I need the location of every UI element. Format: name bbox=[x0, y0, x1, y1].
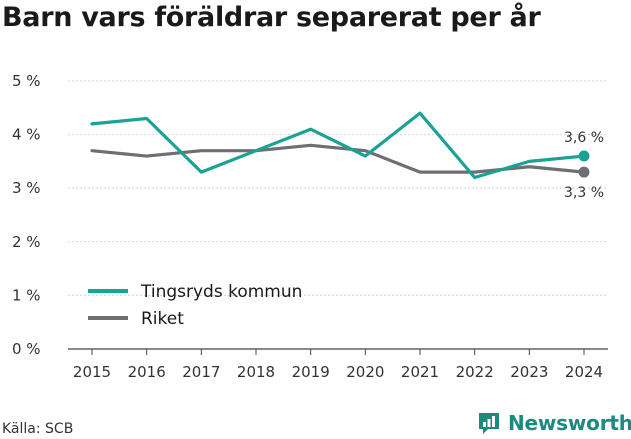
series-end-point bbox=[578, 166, 590, 178]
source-note: Källa: SCB bbox=[2, 421, 74, 437]
x-tick-label: 2018 bbox=[237, 363, 275, 381]
x-tick-label: 2017 bbox=[182, 363, 220, 381]
y-tick-label: 2 % bbox=[12, 233, 41, 251]
y-tick-label: 1 % bbox=[12, 286, 41, 304]
x-tick-label: 2022 bbox=[456, 363, 494, 381]
legend-label: Tingsryds kommun bbox=[140, 282, 302, 302]
end-value-label: 3,6 % bbox=[564, 130, 604, 146]
legend-label: Riket bbox=[141, 309, 184, 329]
brand-logo[interactable]: Newsworthy bbox=[476, 408, 631, 438]
x-tick-label: 2015 bbox=[73, 363, 111, 381]
x-tick-label: 2023 bbox=[510, 363, 548, 381]
y-tick-label: 3 % bbox=[12, 179, 41, 197]
x-tick-label: 2019 bbox=[292, 363, 330, 381]
series-end-point bbox=[578, 150, 590, 162]
chart-title: Barn vars föräldrar separerat per år bbox=[2, 2, 541, 33]
x-tick-label: 2024 bbox=[565, 363, 603, 381]
y-tick-label: 5 % bbox=[12, 72, 41, 90]
newsworthy-logo-icon bbox=[479, 413, 499, 434]
series-line bbox=[90, 111, 586, 180]
end-value-label: 3,3 % bbox=[564, 185, 604, 201]
y-tick-label: 4 % bbox=[12, 126, 41, 144]
brand-name: Newsworthy bbox=[508, 411, 631, 435]
x-tick-label: 2021 bbox=[401, 363, 439, 381]
y-tick-label: 0 % bbox=[12, 340, 41, 358]
x-tick-label: 2020 bbox=[346, 363, 384, 381]
x-tick-label: 2016 bbox=[128, 363, 166, 381]
